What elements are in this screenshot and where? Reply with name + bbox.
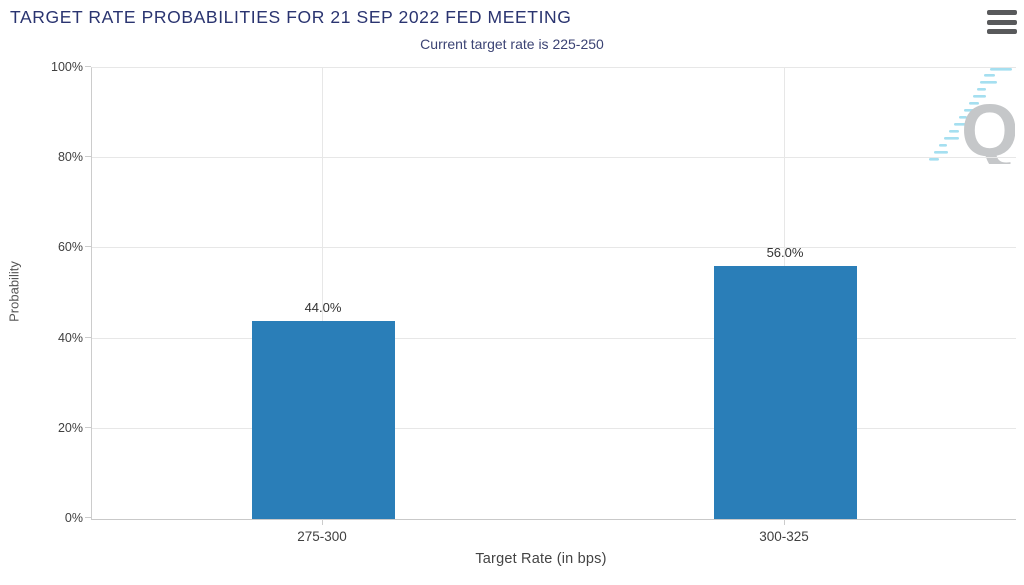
- gridline-horizontal: [92, 337, 1016, 339]
- y-tick-label: 0%: [64, 511, 83, 525]
- y-tick-mark: [85, 426, 91, 428]
- context-menu-button[interactable]: [987, 10, 1017, 34]
- plot-area: Q 44.0% 56.0%: [91, 67, 1016, 520]
- hamburger-menu-icon: [987, 19, 1017, 25]
- x-tick-label: 275-300: [297, 529, 347, 544]
- y-tick-label: 20%: [57, 420, 83, 435]
- quikstrike-q-watermark-icon: Q: [929, 68, 1015, 164]
- y-tick-label: 100%: [51, 60, 83, 74]
- gridline-horizontal: [92, 247, 1016, 249]
- x-tick-label: 300-325: [759, 529, 809, 544]
- y-tick-label: 80%: [57, 150, 83, 165]
- gridline-vertical: [322, 68, 323, 519]
- bar-value-label: 44.0%: [304, 299, 342, 315]
- bar-value-label: 56.0%: [766, 245, 804, 261]
- gridline-horizontal: [92, 157, 1016, 159]
- hamburger-menu-icon: [987, 29, 1017, 34]
- y-tick-mark: [85, 156, 91, 158]
- svg-text:Q: Q: [961, 89, 1015, 164]
- x-axis-title: Target Rate (in bps): [475, 551, 607, 567]
- y-tick-mark: [85, 66, 91, 67]
- y-tick-mark: [85, 336, 91, 338]
- hamburger-menu-icon: [987, 10, 1017, 15]
- bar-300-325[interactable]: [713, 266, 857, 519]
- chart-title: TARGET RATE PROBABILITIES FOR 21 SEP 202…: [10, 7, 572, 27]
- chart-subtitle: Current target rate is 225-250: [420, 36, 604, 52]
- bar-275-300[interactable]: [251, 320, 395, 519]
- y-tick-mark: [85, 246, 91, 248]
- x-tick-mark: [783, 519, 785, 525]
- y-tick-label: 60%: [57, 240, 83, 255]
- x-tick-mark: [321, 519, 323, 525]
- y-tick-mark: [85, 517, 91, 518]
- y-tick-label: 40%: [57, 330, 83, 345]
- gridline-horizontal: [92, 427, 1016, 429]
- x-axis: 275-300 300-325: [91, 518, 1015, 568]
- y-axis: 0% 20% 40% 60% 80% 100%: [0, 60, 91, 525]
